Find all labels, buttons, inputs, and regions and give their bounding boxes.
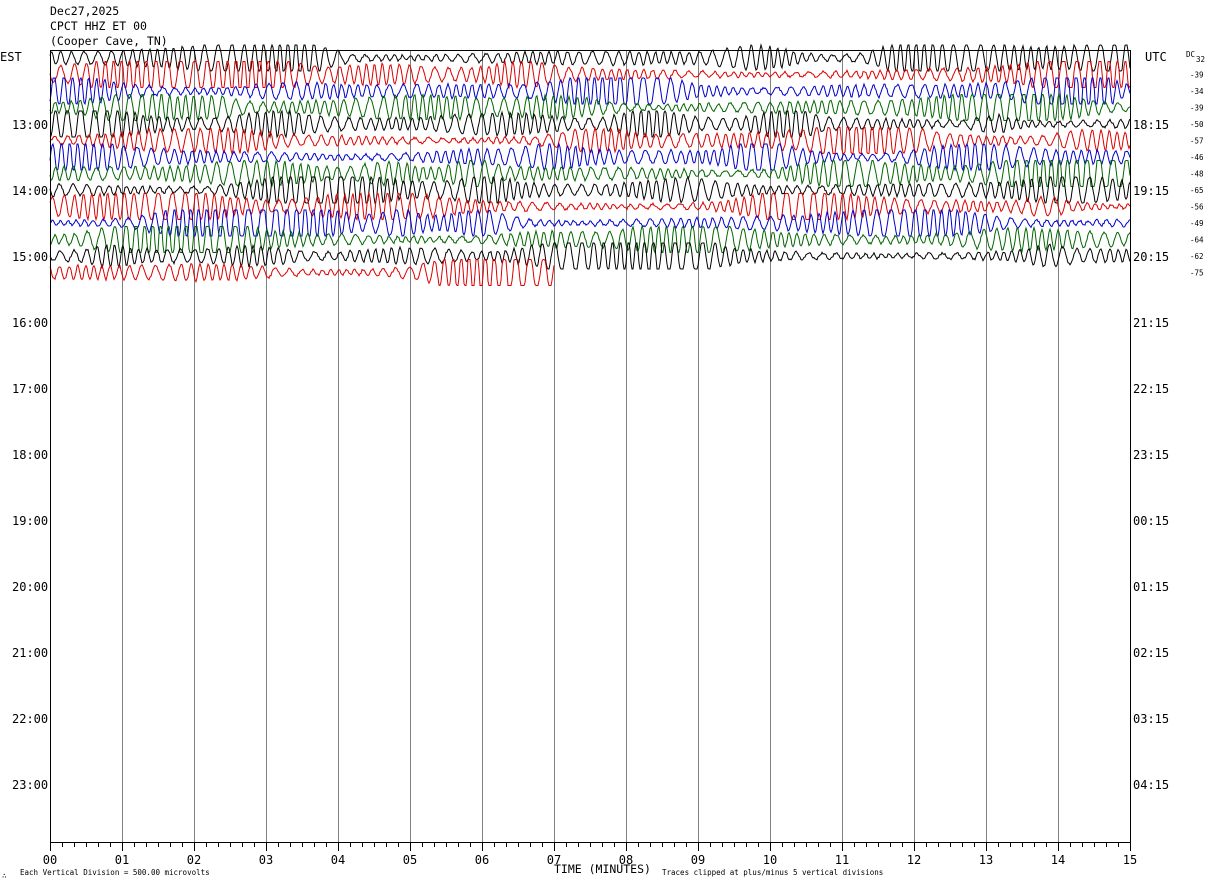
x-tick-label: 03	[259, 853, 273, 867]
plot-frame	[50, 50, 1131, 851]
trace-row	[49, 142, 1131, 172]
est-hour-label: 15:00	[12, 250, 48, 264]
utc-label: UTC	[1145, 50, 1167, 64]
dc-offset-label: -56	[1190, 203, 1204, 212]
est-hour-label: 18:00	[12, 448, 48, 462]
est-hour-label: 14:00	[12, 184, 48, 198]
clip-note: Traces clipped at plus/minus 5 vertical …	[662, 868, 883, 877]
est-hour-label: 19:00	[12, 514, 48, 528]
est-hour-label: 20:00	[12, 580, 48, 594]
x-tick-label: 14	[1051, 853, 1065, 867]
scale-note: Each Vertical Division = 500.00 microvol…	[20, 868, 210, 877]
axis-labels: 00 01 02 03 04 05 06 07 08 09 10 11 12 13 14 15 13:00 14:…	[12, 55, 1205, 867]
minute-gridlines	[122, 50, 1059, 842]
utc-hour-label: 02:15	[1133, 646, 1169, 660]
dc-offset-label: -64	[1190, 236, 1204, 245]
trace-row	[49, 175, 1131, 205]
utc-hour-label: 22:15	[1133, 382, 1169, 396]
trace-row	[49, 158, 1131, 188]
x-tick-label: 15	[1123, 853, 1137, 867]
x-tick-label: 09	[691, 853, 705, 867]
trace-row	[49, 109, 1131, 139]
dc-offset-label: -39	[1190, 104, 1204, 113]
est-hour-label: 13:00	[12, 118, 48, 132]
dc-label: DC	[1186, 50, 1195, 59]
seismic-traces	[49, 43, 1131, 287]
utc-hour-label: 23:15	[1133, 448, 1169, 462]
utc-hour-label: 18:15	[1133, 118, 1169, 132]
x-tick-label: 11	[835, 853, 849, 867]
x-tick-label: 13	[979, 853, 993, 867]
utc-hour-label: 19:15	[1133, 184, 1169, 198]
est-hour-label: 22:00	[12, 712, 48, 726]
trace-row	[49, 77, 1131, 106]
x-tick-label: 00	[43, 853, 57, 867]
est-hour-label: 21:00	[12, 646, 48, 660]
est-hour-label: 17:00	[12, 382, 48, 396]
x-tick-label: 12	[907, 853, 921, 867]
utc-hour-label: 01:15	[1133, 580, 1169, 594]
header-location: (Cooper Cave, TN)	[50, 34, 168, 48]
xaxis-title: TIME (MINUTES)	[554, 862, 651, 876]
dc-offset-label: -75	[1190, 269, 1204, 278]
est-hour-label: 16:00	[12, 316, 48, 330]
utc-hour-label: 21:15	[1133, 316, 1169, 330]
trace-row	[50, 208, 1131, 238]
x-tick-label: 08	[619, 853, 633, 867]
dc-offset-label: -50	[1190, 120, 1204, 129]
dc-offset-label: 32	[1196, 55, 1205, 64]
x-tick-label: 06	[475, 853, 489, 867]
utc-hour-label: 00:15	[1133, 514, 1169, 528]
x-tick-label: 10	[763, 853, 777, 867]
trace-row	[49, 259, 555, 287]
trace-row	[49, 92, 1131, 123]
dc-offset-label: -34	[1190, 87, 1204, 96]
x-tick-label: 04	[331, 853, 345, 867]
est-label: EST	[0, 50, 22, 64]
dc-offset-label: -46	[1190, 153, 1204, 162]
dc-offset-label: -39	[1190, 71, 1204, 80]
trace-row	[49, 60, 1131, 90]
x-tick-label: 01	[115, 853, 129, 867]
dc-offset-label: -57	[1190, 137, 1204, 146]
dc-offset-label: -48	[1190, 170, 1204, 179]
x-tick-label: 05	[403, 853, 417, 867]
x-tick-label: 02	[187, 853, 201, 867]
header-date: Dec27,2025	[50, 4, 119, 18]
header-station: CPCT HHZ ET 00	[50, 19, 147, 33]
corner-mark: ∴	[2, 871, 7, 880]
utc-hour-label: 20:15	[1133, 250, 1169, 264]
dc-offset-label: -65	[1190, 186, 1204, 195]
dc-offset-label: -62	[1190, 252, 1204, 261]
x-tick-label: 07	[547, 853, 561, 867]
trace-row	[49, 242, 1131, 270]
dc-offset-label: -49	[1190, 219, 1204, 228]
utc-hour-label: 04:15	[1133, 778, 1169, 792]
est-hour-label: 23:00	[12, 778, 48, 792]
utc-hour-label: 03:15	[1133, 712, 1169, 726]
